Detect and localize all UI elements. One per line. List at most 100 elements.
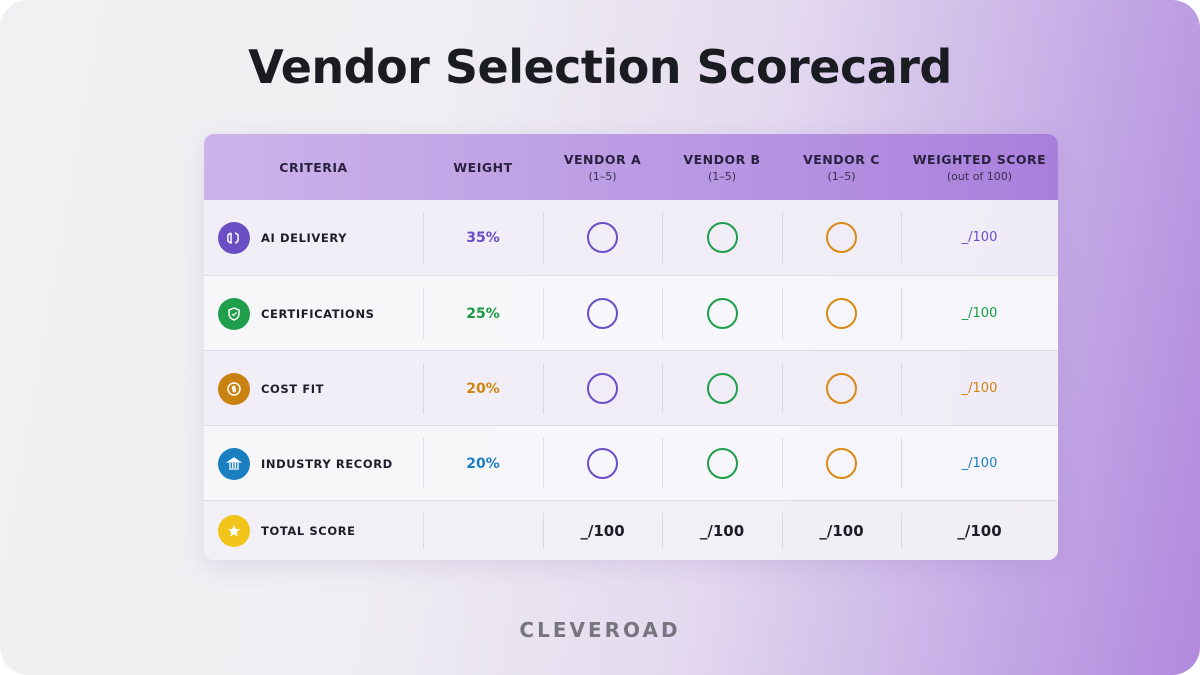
criterion: INDUSTRY RECORD <box>261 456 393 471</box>
criterion: AI DELIVERY <box>261 230 348 245</box>
table-row: CERTIFICATIONS 25% _/100 <box>204 275 1058 351</box>
cell <box>782 351 901 426</box>
score-input[interactable] <box>587 448 618 479</box>
score-input[interactable] <box>706 448 738 479</box>
cell: INDUSTRY RECORD <box>204 426 423 501</box>
cell: TOTAL SCORE <box>204 501 423 560</box>
score-input[interactable] <box>587 222 618 253</box>
weight: 20% <box>466 380 500 397</box>
separator <box>423 363 424 414</box>
separator <box>543 438 544 489</box>
header-label: VENDOR C <box>803 151 880 167</box>
header-label: VENDOR A <box>563 151 642 167</box>
column-header: VENDOR C (1–5) <box>782 134 901 200</box>
cell: _/100 <box>543 501 662 560</box>
separator <box>782 212 783 263</box>
separator <box>662 438 663 489</box>
score-input[interactable] <box>826 448 857 479</box>
total-score: _/100 <box>957 522 1002 540</box>
score-input[interactable] <box>706 222 738 253</box>
column-header: VENDOR B (1–5) <box>662 134 782 200</box>
total-row: TOTAL SCORE _/100 _/100 _/100 _/100 <box>204 500 1058 560</box>
cell <box>662 276 782 351</box>
cell: 20% <box>423 426 543 501</box>
weight: 25% <box>466 305 500 322</box>
table-row: INDUSTRY RECORD 20% _/100 <box>204 425 1058 501</box>
total-score: _/100 <box>580 522 625 540</box>
separator <box>662 288 663 339</box>
cell: COST FIT <box>204 351 423 426</box>
cell <box>543 351 662 426</box>
header-sub: (1–5) <box>588 169 617 183</box>
separator <box>901 288 902 339</box>
row-icon <box>218 372 250 405</box>
separator <box>543 363 544 414</box>
column-header: CRITERIA <box>204 134 423 200</box>
total-score: _/100 <box>699 522 745 540</box>
separator <box>423 438 424 489</box>
brand: CLEVEROAD <box>519 618 681 642</box>
header-label: WEIGHTED SCORE <box>912 151 1047 167</box>
header-label: VENDOR B <box>683 151 761 167</box>
criterion: CERTIFICATIONS <box>261 306 375 321</box>
separator <box>901 363 902 414</box>
score-input[interactable] <box>587 373 618 404</box>
score-input[interactable] <box>587 298 618 329</box>
separator <box>662 513 663 549</box>
cell: 35% <box>423 200 543 275</box>
separator <box>782 288 783 339</box>
weighted-score: _/100 <box>961 230 998 245</box>
cell <box>662 426 782 501</box>
separator <box>901 438 902 489</box>
weighted-score: _/100 <box>961 381 998 396</box>
score-input[interactable] <box>826 298 857 329</box>
table-row: AI DELIVERY 35% _/100 <box>204 200 1058 275</box>
cell: 20% <box>423 351 543 426</box>
score-input[interactable] <box>706 373 738 404</box>
separator <box>782 363 783 414</box>
column-header: WEIGHT <box>423 134 543 200</box>
cell <box>662 200 782 275</box>
row-icon <box>218 515 250 547</box>
separator <box>543 513 544 549</box>
cell: _/100 <box>782 501 901 560</box>
cell <box>423 501 543 560</box>
score-input[interactable] <box>706 298 738 329</box>
cell: _/100 <box>662 501 782 560</box>
cell: _/100 <box>901 426 1058 501</box>
icon <box>218 447 250 480</box>
separator <box>901 212 902 263</box>
cell: _/100 <box>901 200 1058 275</box>
header-sub: (1–5) <box>707 169 737 183</box>
separator <box>423 212 424 263</box>
score-input[interactable] <box>826 373 857 404</box>
cell <box>543 426 662 501</box>
separator <box>901 513 902 549</box>
cell: 25% <box>423 276 543 351</box>
separator <box>543 288 544 339</box>
criterion: COST FIT <box>261 381 325 396</box>
total-label: TOTAL SCORE <box>261 524 356 538</box>
title: Vendor Selection Scorecard <box>248 40 952 94</box>
total-score: _/100 <box>819 522 864 540</box>
header-label: CRITERIA <box>279 159 348 175</box>
icon <box>218 297 250 330</box>
cell: _/100 <box>901 351 1058 426</box>
cell <box>543 200 662 275</box>
table-row: COST FIT 20% _/100 <box>204 350 1058 426</box>
column-header: VENDOR A (1–5) <box>543 134 662 200</box>
header-sub: (out of 100) <box>946 169 1013 183</box>
cell <box>782 200 901 275</box>
score-input[interactable] <box>826 222 857 253</box>
icon <box>218 515 250 547</box>
row-icon <box>218 297 250 330</box>
cell: _/100 <box>901 501 1058 560</box>
row-icon <box>218 221 250 254</box>
scorecard-table: CRITERIA WEIGHT VENDOR A (1–5) VENDOR B (1–5)… <box>204 134 1058 560</box>
row-icon <box>218 447 250 480</box>
weighted-score: _/100 <box>961 306 998 321</box>
weighted-score: _/100 <box>961 456 998 471</box>
icon <box>218 372 250 405</box>
separator <box>662 212 663 263</box>
